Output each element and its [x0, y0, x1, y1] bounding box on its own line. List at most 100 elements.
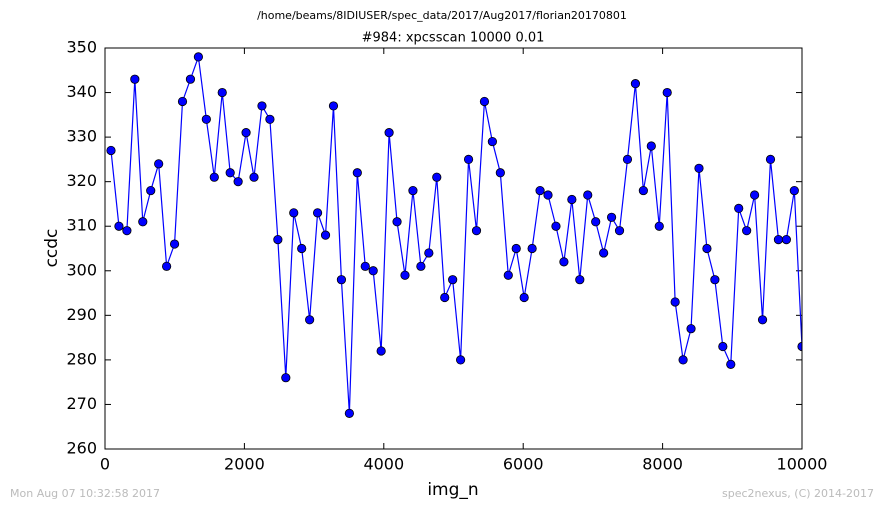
data-point [114, 221, 124, 231]
data-point [630, 79, 641, 89]
y-tick-label: 270 [66, 394, 97, 413]
data-point [495, 168, 505, 178]
y-tick-label: 290 [66, 305, 97, 324]
data-point [765, 154, 776, 164]
data-point [305, 315, 315, 325]
data-point [122, 226, 132, 236]
x-tick-label: 2000 [224, 455, 265, 474]
chart-title: #984: xpcsscan 10000 0.01 [362, 31, 545, 46]
data-point [789, 185, 799, 196]
data-point [241, 128, 251, 138]
y-tick-label: 330 [66, 127, 97, 146]
y-tick-label: 260 [66, 439, 97, 458]
data-point [384, 128, 394, 138]
data-point [710, 275, 720, 285]
data-point [257, 101, 267, 111]
data-point [471, 226, 482, 236]
data-point [448, 275, 458, 285]
data-point [289, 208, 299, 218]
data-point [535, 185, 545, 196]
x-tick-label: 8000 [642, 455, 683, 474]
data-point [416, 261, 426, 271]
data-point [781, 234, 791, 245]
data-point [376, 346, 386, 356]
data-point [352, 168, 362, 178]
data-point [638, 185, 648, 196]
data-point [773, 234, 784, 245]
data-point [169, 239, 180, 249]
y-tick-label: 280 [66, 349, 97, 368]
data-point [456, 355, 466, 365]
data-point [718, 341, 728, 352]
data-point [177, 96, 188, 107]
data-point [273, 234, 283, 245]
data-point [559, 257, 569, 267]
data-point [233, 177, 243, 187]
data-point [392, 217, 402, 227]
data-point [130, 74, 140, 84]
data-point [694, 163, 704, 173]
data-point [543, 190, 553, 200]
x-tick-label: 4000 [363, 455, 404, 474]
footer-left: Mon Aug 07 10:32:58 2017 [10, 487, 160, 500]
data-point [686, 324, 696, 334]
data-point [503, 270, 513, 280]
data-point [193, 52, 203, 62]
data-line [110, 56, 802, 414]
data-point [201, 114, 211, 124]
data-point [606, 212, 617, 222]
suptitle: /home/beams/8IDIUSER/spec_data/2017/Aug2… [257, 9, 627, 22]
plot-frame [104, 47, 803, 450]
data-point [360, 261, 370, 271]
data-point [678, 355, 688, 365]
y-axis-label: ccdc [42, 229, 62, 268]
data-point [511, 243, 521, 254]
data-point [654, 221, 664, 231]
data-point [400, 270, 410, 280]
data-point [734, 203, 744, 213]
y-tick-label: 350 [66, 38, 97, 57]
data-point [432, 172, 442, 182]
y-tick-label: 340 [66, 82, 97, 101]
data-point [702, 243, 712, 254]
data-point [662, 87, 672, 98]
data-point [265, 114, 275, 124]
data-point [209, 172, 219, 182]
data-point [408, 185, 418, 196]
data-point [424, 248, 434, 258]
data-point [312, 208, 323, 218]
data-point [162, 261, 172, 271]
y-tick-label: 300 [66, 260, 97, 279]
data-point [185, 74, 196, 84]
data-point [328, 101, 339, 111]
data-point [154, 159, 164, 169]
data-point [217, 87, 227, 98]
data-point [670, 297, 680, 307]
data-point [551, 221, 561, 231]
data-point [440, 292, 450, 303]
data-point [726, 359, 736, 369]
y-tick-label: 320 [66, 171, 97, 190]
data-point [519, 292, 529, 303]
data-point [320, 230, 331, 240]
data-point [138, 217, 148, 227]
data-point [225, 168, 235, 178]
data-point [281, 373, 291, 383]
footer-right: spec2nexus, (C) 2014-2017 [722, 487, 874, 500]
data-point [527, 243, 537, 254]
data-point [336, 275, 347, 285]
x-tick-label: 0 [100, 455, 110, 474]
data-point [622, 154, 633, 164]
y-tick-label: 310 [66, 216, 97, 235]
data-point [344, 408, 354, 418]
data-point [599, 248, 609, 258]
data-point [583, 190, 593, 200]
data-point [463, 154, 474, 164]
data-point [750, 190, 760, 200]
data-point [742, 226, 752, 236]
x-axis-label: img_n [427, 480, 478, 500]
data-point [614, 226, 625, 236]
data-point [249, 172, 259, 182]
data-point [646, 141, 656, 151]
